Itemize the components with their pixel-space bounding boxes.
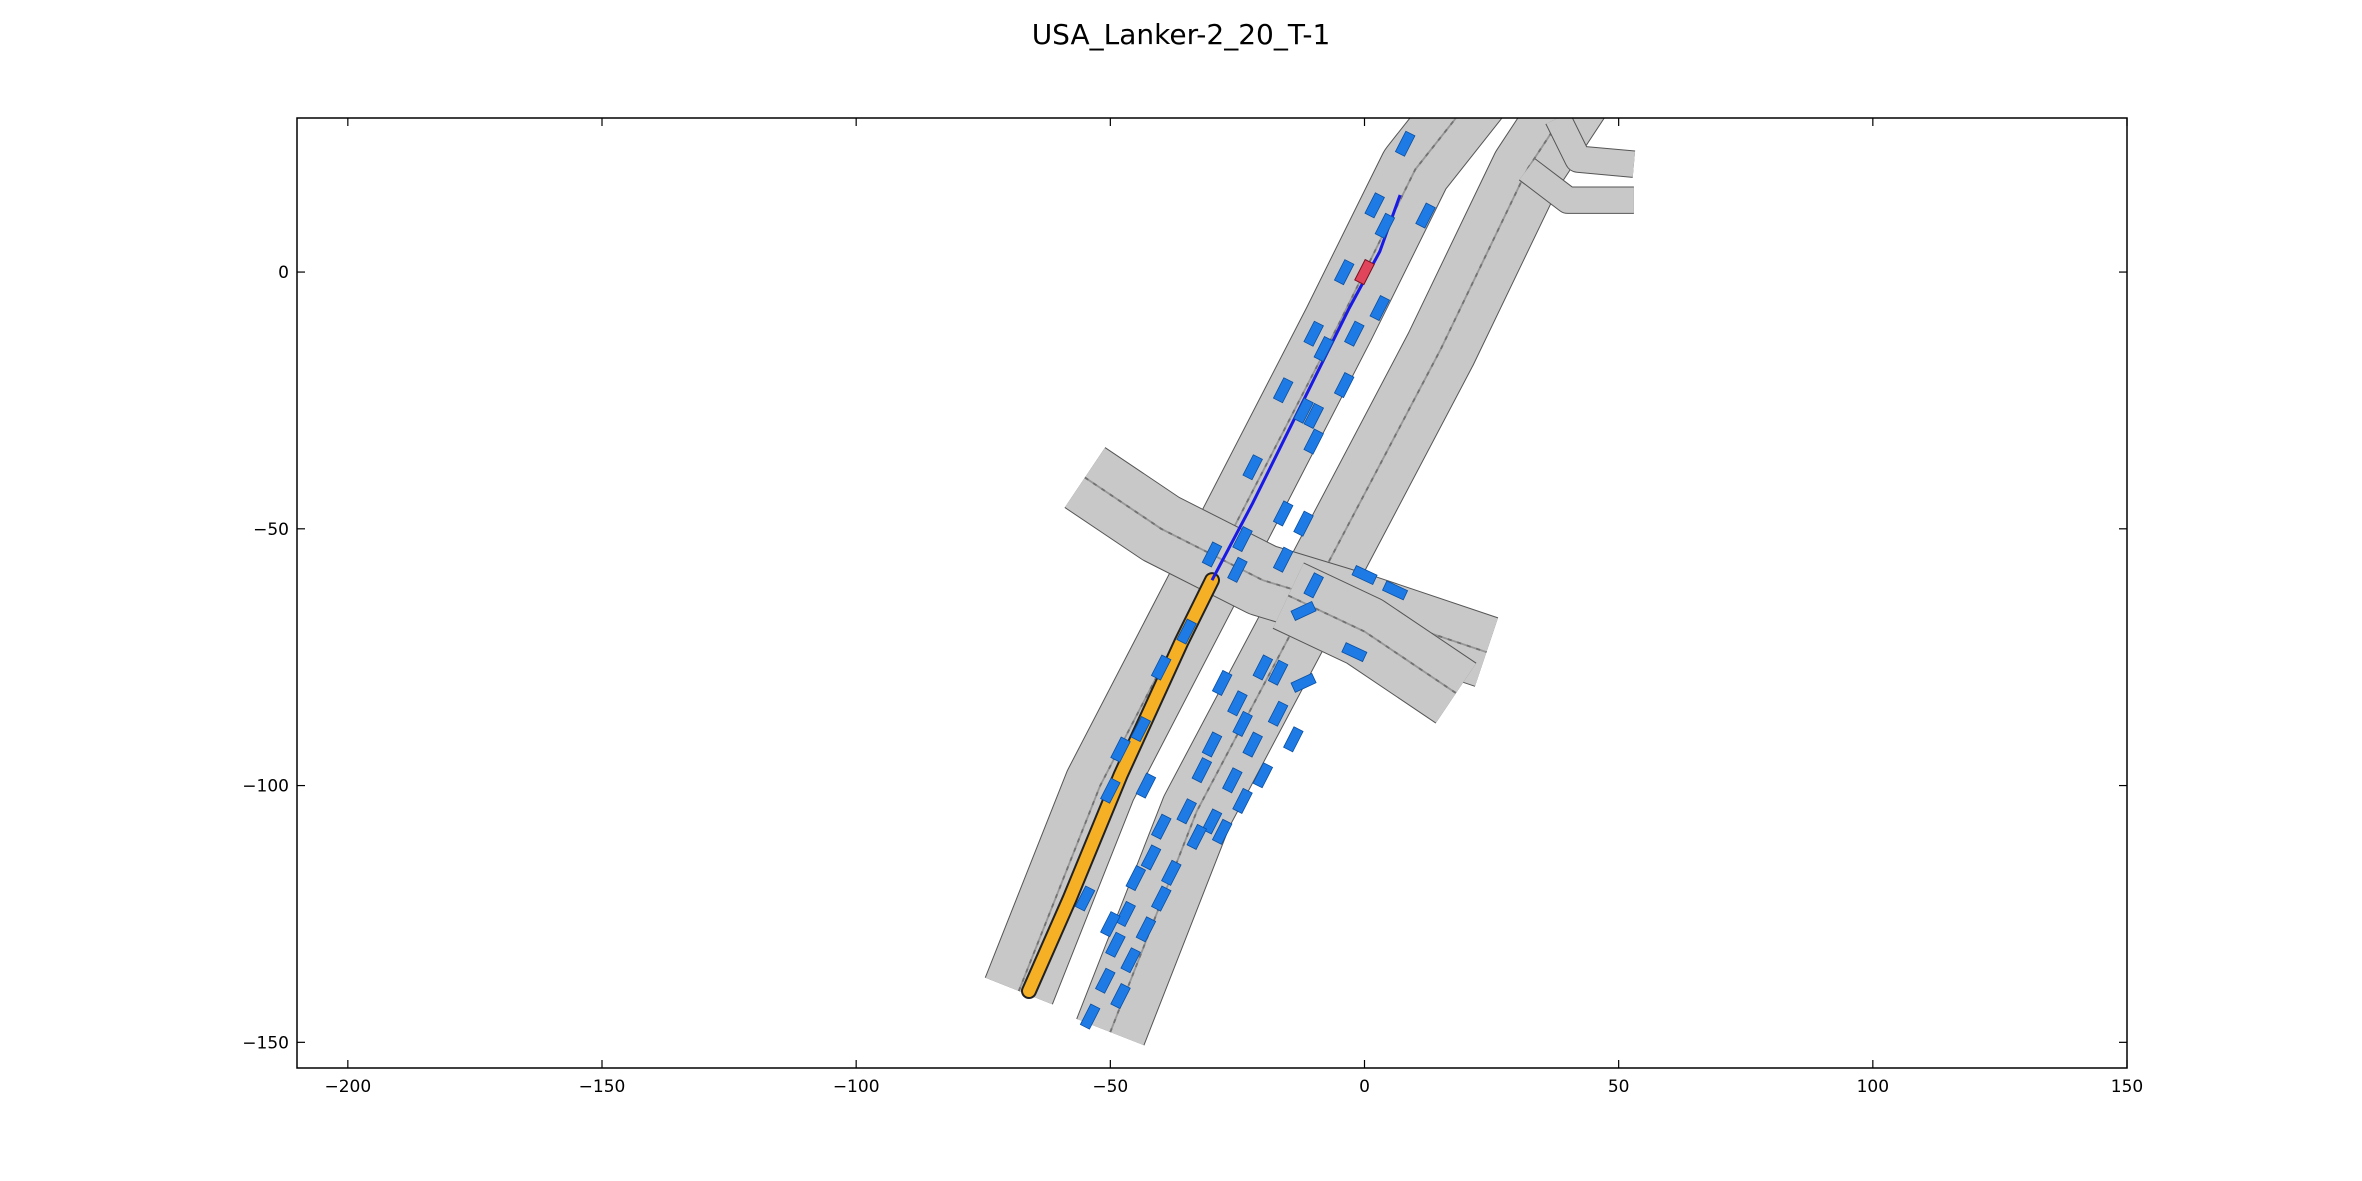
vehicle-3 bbox=[1374, 212, 1396, 239]
axes-frame bbox=[296, 117, 2128, 1069]
vehicle-37 bbox=[1283, 726, 1304, 753]
vehicle-26 bbox=[1341, 642, 1368, 663]
y-tick-label: −150 bbox=[242, 1033, 289, 1053]
vehicle-47 bbox=[1176, 798, 1197, 825]
figure-title: USA_Lanker-2_20_T-1 bbox=[1031, 18, 1331, 51]
x-tick-label: 50 bbox=[1608, 1077, 1630, 1097]
vehicle-58 bbox=[1105, 931, 1126, 958]
vehicle-63 bbox=[1074, 885, 1096, 912]
vehicle-61 bbox=[1110, 983, 1131, 1010]
vehicle-36 bbox=[1267, 700, 1289, 727]
vehicle-16 bbox=[1272, 500, 1294, 527]
vehicle-27 bbox=[1290, 672, 1317, 693]
y-tick-label: −50 bbox=[253, 520, 289, 540]
vehicle-31 bbox=[1227, 690, 1248, 717]
vehicle-34 bbox=[1232, 710, 1253, 737]
vehicle-43 bbox=[1130, 716, 1152, 743]
vehicle-22 bbox=[1303, 572, 1324, 599]
vehicle-39 bbox=[1191, 757, 1213, 784]
x-tick-label: −150 bbox=[579, 1077, 626, 1097]
vehicle-59 bbox=[1120, 947, 1141, 974]
vehicles-layer bbox=[1074, 130, 1436, 1030]
vehicle-5 bbox=[1333, 259, 1355, 286]
vehicle-42 bbox=[1232, 787, 1253, 815]
x-tick-label: −200 bbox=[324, 1077, 371, 1097]
road-ramp-ne-2 bbox=[1546, 118, 1636, 177]
x-tick-label: −50 bbox=[1092, 1077, 1128, 1097]
vehicle-19 bbox=[1232, 526, 1253, 553]
vehicle-11 bbox=[1293, 397, 1314, 424]
vehicle-10 bbox=[1272, 377, 1294, 404]
road-ramp-ne bbox=[1519, 159, 1634, 213]
vehicle-49 bbox=[1150, 813, 1172, 840]
vehicle-20 bbox=[1227, 556, 1248, 583]
vehicle-32 bbox=[1252, 654, 1274, 681]
x-tick-label: 0 bbox=[1359, 1077, 1370, 1097]
y-tick-label: −100 bbox=[242, 777, 289, 797]
vehicle-28 bbox=[1176, 618, 1197, 645]
vehicle-24 bbox=[1351, 565, 1378, 586]
vehicle-62 bbox=[1079, 1003, 1101, 1030]
road-network bbox=[984, 118, 1636, 1046]
vehicle-4 bbox=[1415, 202, 1436, 229]
vehicle-2 bbox=[1364, 192, 1385, 219]
vehicle-14 bbox=[1303, 428, 1324, 455]
vehicle-50 bbox=[1186, 823, 1208, 850]
vehicle-46 bbox=[1100, 777, 1121, 804]
vehicle-40 bbox=[1222, 767, 1243, 794]
vehicle-53 bbox=[1161, 859, 1182, 886]
vehicle-29 bbox=[1150, 654, 1172, 681]
vehicle-15 bbox=[1242, 454, 1263, 481]
vehicle-21 bbox=[1272, 546, 1294, 573]
axis-ticks: −200 −150 −100 −50 0 50 100 150 0 −50 −100 −150 bbox=[242, 118, 2143, 1097]
y-tick-label: 0 bbox=[278, 263, 289, 283]
vehicle-30 bbox=[1211, 669, 1233, 696]
vehicle-57 bbox=[1135, 916, 1157, 943]
ego-vehicle bbox=[1354, 258, 1375, 286]
vehicle-23 bbox=[1290, 600, 1317, 621]
vehicle-9 bbox=[1344, 320, 1365, 347]
lane-divider bbox=[1109, 118, 1563, 1033]
vehicle-38 bbox=[1201, 731, 1223, 758]
vehicle-64 bbox=[1100, 911, 1121, 938]
x-tick-label: −100 bbox=[833, 1077, 880, 1097]
vehicle-17 bbox=[1293, 510, 1314, 537]
vehicle-25 bbox=[1381, 580, 1409, 601]
vehicle-8 bbox=[1313, 336, 1335, 363]
vehicle-33 bbox=[1267, 659, 1289, 686]
vehicle-7 bbox=[1303, 320, 1324, 347]
x-tick-label: 100 bbox=[1857, 1077, 1889, 1097]
vehicle-6 bbox=[1369, 294, 1391, 322]
x-tick-label: 150 bbox=[2111, 1077, 2143, 1097]
vehicle-12 bbox=[1303, 402, 1325, 429]
vehicle-51 bbox=[1211, 818, 1233, 845]
vehicle-35 bbox=[1242, 731, 1263, 758]
vehicle-56 bbox=[1115, 900, 1136, 928]
vehicle-52 bbox=[1140, 844, 1162, 871]
lane-divider bbox=[1084, 476, 1487, 653]
lane-divider bbox=[1017, 118, 1458, 992]
vehicle-45 bbox=[1135, 772, 1157, 799]
vehicle-55 bbox=[1150, 885, 1172, 912]
vehicle-60 bbox=[1094, 967, 1116, 994]
vehicle-41 bbox=[1252, 762, 1274, 789]
vehicle-54 bbox=[1125, 864, 1147, 892]
vehicle-48 bbox=[1201, 808, 1223, 835]
vehicle-44 bbox=[1110, 736, 1131, 763]
vehicle-1 bbox=[1394, 130, 1416, 157]
vehicle-13 bbox=[1333, 371, 1355, 399]
vehicle-18 bbox=[1201, 541, 1223, 568]
